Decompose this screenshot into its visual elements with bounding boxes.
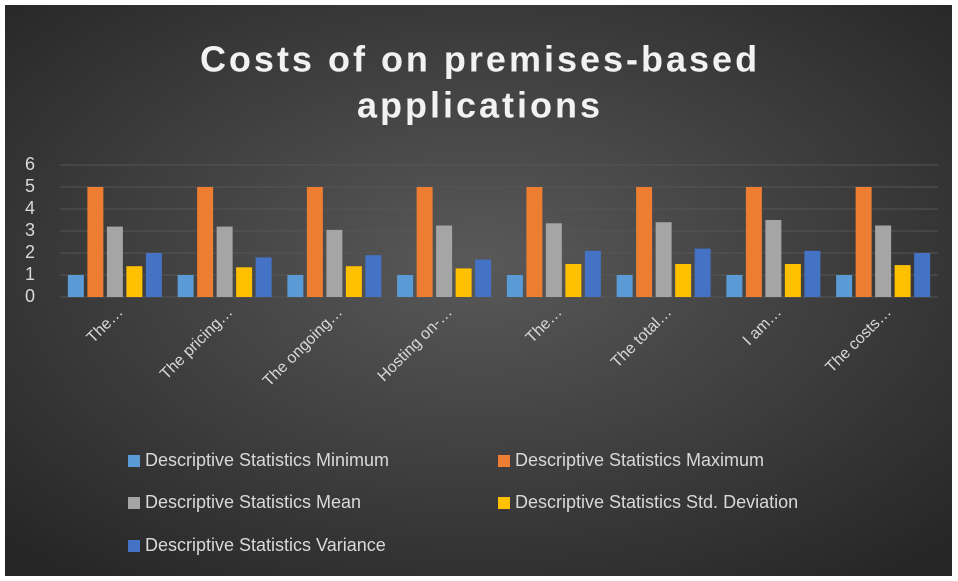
bar <box>177 275 194 297</box>
bar <box>67 275 84 297</box>
chart-title: Costs of on premises-based <box>200 39 760 80</box>
legend-swatch <box>128 540 140 552</box>
bar <box>287 275 304 297</box>
bar <box>306 187 323 297</box>
bar <box>726 275 743 297</box>
bar <box>216 226 233 297</box>
y-tick-label: 3 <box>25 220 35 240</box>
bar <box>804 250 821 297</box>
bar <box>745 187 762 297</box>
bar <box>236 267 253 297</box>
legend-swatch <box>498 455 510 467</box>
legend-swatch <box>128 455 140 467</box>
y-tick-label: 0 <box>25 286 35 306</box>
bar <box>126 266 143 297</box>
bar <box>365 255 382 297</box>
legend-label: Descriptive Statistics Maximum <box>515 450 764 470</box>
bar <box>475 259 492 297</box>
bar <box>326 229 343 297</box>
bar <box>565 264 582 297</box>
bar <box>655 222 672 297</box>
bar <box>106 226 123 297</box>
bar <box>436 225 453 297</box>
bar <box>765 220 782 297</box>
bar <box>545 223 562 297</box>
bar <box>255 257 272 297</box>
legend-label: Descriptive Statistics Std. Deviation <box>515 492 798 512</box>
bar <box>455 268 472 297</box>
bar <box>416 187 433 297</box>
bar <box>197 187 214 297</box>
legend-swatch <box>498 497 510 509</box>
bar <box>526 187 543 297</box>
bar <box>855 187 872 297</box>
bar <box>584 250 601 297</box>
bar <box>506 275 523 297</box>
y-tick-label: 1 <box>25 264 35 284</box>
bar <box>616 275 633 297</box>
legend-label: Descriptive Statistics Minimum <box>145 450 389 470</box>
legend-label: Descriptive Statistics Variance <box>145 535 386 555</box>
bar <box>694 248 711 297</box>
bar <box>784 264 801 297</box>
bar <box>894 265 911 297</box>
bar <box>675 264 692 297</box>
bar <box>914 253 931 297</box>
bar <box>636 187 653 297</box>
legend-label: Descriptive Statistics Mean <box>145 492 361 512</box>
bar <box>87 187 104 297</box>
chart-title: applications <box>357 85 603 126</box>
y-tick-label: 6 <box>25 154 35 174</box>
bar <box>345 266 362 297</box>
bar <box>145 253 162 297</box>
bar <box>397 275 414 297</box>
bar <box>836 275 853 297</box>
y-tick-label: 5 <box>25 176 35 196</box>
y-tick-label: 4 <box>25 198 35 218</box>
bar <box>875 225 892 297</box>
legend-swatch <box>128 497 140 509</box>
y-tick-label: 2 <box>25 242 35 262</box>
